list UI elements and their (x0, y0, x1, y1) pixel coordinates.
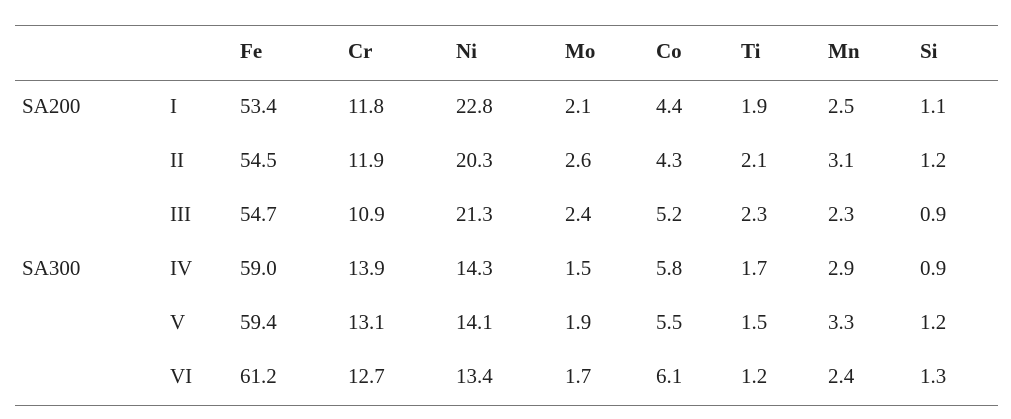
value-cell: 1.2 (920, 310, 947, 334)
value-cell: 1.5 (565, 256, 592, 280)
value-cell: 10.9 (348, 202, 385, 226)
value-cell: 12.7 (348, 364, 385, 388)
sample-label: I (170, 94, 177, 118)
column-header: Ni (456, 39, 477, 63)
value-cell: 1.9 (565, 310, 592, 334)
sample-label: VI (170, 364, 193, 388)
value-cell: 54.7 (240, 202, 277, 226)
value-cell: 59.0 (240, 256, 277, 280)
value-cell: 2.3 (741, 202, 768, 226)
value-cell: 2.4 (565, 202, 592, 226)
value-cell: 1.7 (565, 364, 592, 388)
value-cell: 13.4 (456, 364, 493, 388)
value-cell: 2.4 (828, 364, 855, 388)
value-cell: 5.5 (656, 310, 683, 334)
value-cell: 0.9 (920, 256, 947, 280)
value-cell: 5.8 (656, 256, 683, 280)
value-cell: 2.5 (828, 94, 855, 118)
value-cell: 54.5 (240, 148, 277, 172)
column-header: Mo (565, 39, 596, 63)
value-cell: 2.1 (565, 94, 592, 118)
value-cell: 5.2 (656, 202, 683, 226)
group-label: SA300 (22, 256, 81, 280)
value-cell: 3.3 (828, 310, 855, 334)
value-cell: 1.1 (920, 94, 947, 118)
value-cell: 14.1 (456, 310, 493, 334)
value-cell: 11.8 (348, 94, 384, 118)
column-header: Mn (828, 39, 860, 63)
header-rule (15, 80, 998, 81)
value-cell: 0.9 (920, 202, 947, 226)
value-cell: 11.9 (348, 148, 384, 172)
value-cell: 21.3 (456, 202, 493, 226)
value-cell: 61.2 (240, 364, 277, 388)
sample-label: III (170, 202, 191, 226)
value-cell: 4.3 (656, 148, 683, 172)
sample-label: V (170, 310, 186, 334)
column-header: Cr (348, 39, 373, 63)
group-label: SA200 (22, 94, 81, 118)
value-cell: 3.1 (828, 148, 855, 172)
sample-label: IV (170, 256, 193, 280)
column-header: Fe (240, 39, 263, 63)
value-cell: 13.9 (348, 256, 385, 280)
value-cell: 1.2 (741, 364, 768, 388)
value-cell: 6.1 (656, 364, 683, 388)
top-rule (15, 25, 998, 26)
value-cell: 1.3 (920, 364, 947, 388)
column-header: Ti (741, 39, 761, 63)
value-cell: 14.3 (456, 256, 493, 280)
value-cell: 53.4 (240, 94, 277, 118)
column-header: Si (920, 39, 938, 63)
value-cell: 2.6 (565, 148, 592, 172)
value-cell: 59.4 (240, 310, 277, 334)
column-header: Co (656, 39, 682, 63)
value-cell: 20.3 (456, 148, 493, 172)
value-cell: 1.5 (741, 310, 768, 334)
value-cell: 1.7 (741, 256, 768, 280)
value-cell: 1.9 (741, 94, 768, 118)
value-cell: 2.1 (741, 148, 768, 172)
value-cell: 1.2 (920, 148, 947, 172)
value-cell: 2.9 (828, 256, 855, 280)
value-cell: 13.1 (348, 310, 385, 334)
value-cell: 22.8 (456, 94, 493, 118)
value-cell: 4.4 (656, 94, 683, 118)
value-cell: 2.3 (828, 202, 855, 226)
bottom-rule (15, 405, 998, 406)
sample-label: II (170, 148, 184, 172)
